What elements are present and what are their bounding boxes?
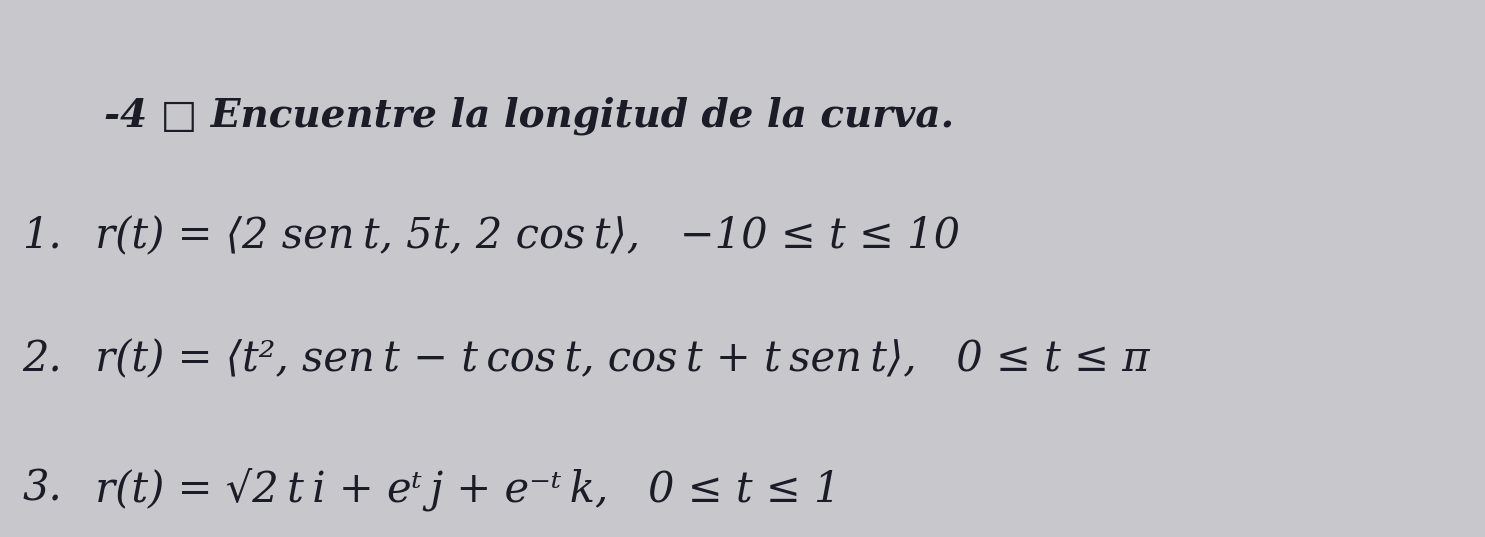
Text: r(t) = ⟨2 sen t, 5t, 2 cos t⟩,   −10 ≤ t ≤ 10: r(t) = ⟨2 sen t, 5t, 2 cos t⟩, −10 ≤ t ≤…: [82, 215, 959, 257]
Text: 1.: 1.: [22, 215, 62, 257]
Text: 3.: 3.: [22, 467, 62, 509]
Text: r(t) = ⟨t², sen t − t cos t, cos t + t sen t⟩,   0 ≤ t ≤ π: r(t) = ⟨t², sen t − t cos t, cos t + t s…: [82, 338, 1149, 380]
Text: r(t) = √2 t i + eᵗ j + e⁻ᵗ k,   0 ≤ t ≤ 1: r(t) = √2 t i + eᵗ j + e⁻ᵗ k, 0 ≤ t ≤ 1: [82, 467, 841, 511]
Text: 2.: 2.: [22, 338, 62, 380]
Text: -4 □ Encuentre la longitud de la curva.: -4 □ Encuentre la longitud de la curva.: [104, 97, 953, 135]
